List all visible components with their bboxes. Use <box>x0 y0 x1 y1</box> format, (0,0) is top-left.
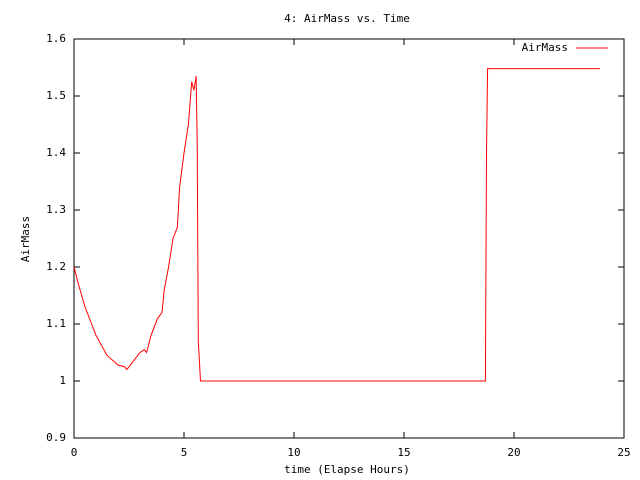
y-axis-label: AirMass <box>19 216 32 262</box>
plot-border <box>73 38 625 439</box>
y-tick-label: 1.4 <box>46 146 66 159</box>
x-tick-label: 5 <box>181 446 188 459</box>
legend-label: AirMass <box>522 41 568 54</box>
x-tick-label: 0 <box>71 446 78 459</box>
y-tick-label: 1.6 <box>46 32 66 45</box>
y-tick-label: 1.2 <box>46 260 66 273</box>
x-tick-label: 15 <box>397 446 410 459</box>
chart-title: 4: AirMass vs. Time <box>284 12 410 25</box>
x-tick-label: 20 <box>507 446 520 459</box>
data-line <box>73 68 600 382</box>
x-tick-label: 10 <box>287 446 300 459</box>
y-tick-label: 1.3 <box>46 203 66 216</box>
y-tick-label: 1.5 <box>46 89 66 102</box>
y-tick-label: 0.9 <box>46 431 66 444</box>
x-tick-label: 25 <box>617 446 630 459</box>
x-axis-label: time (Elapse Hours) <box>284 463 410 476</box>
y-tick-label: 1.1 <box>46 317 66 330</box>
y-tick-label: 1 <box>59 374 66 387</box>
